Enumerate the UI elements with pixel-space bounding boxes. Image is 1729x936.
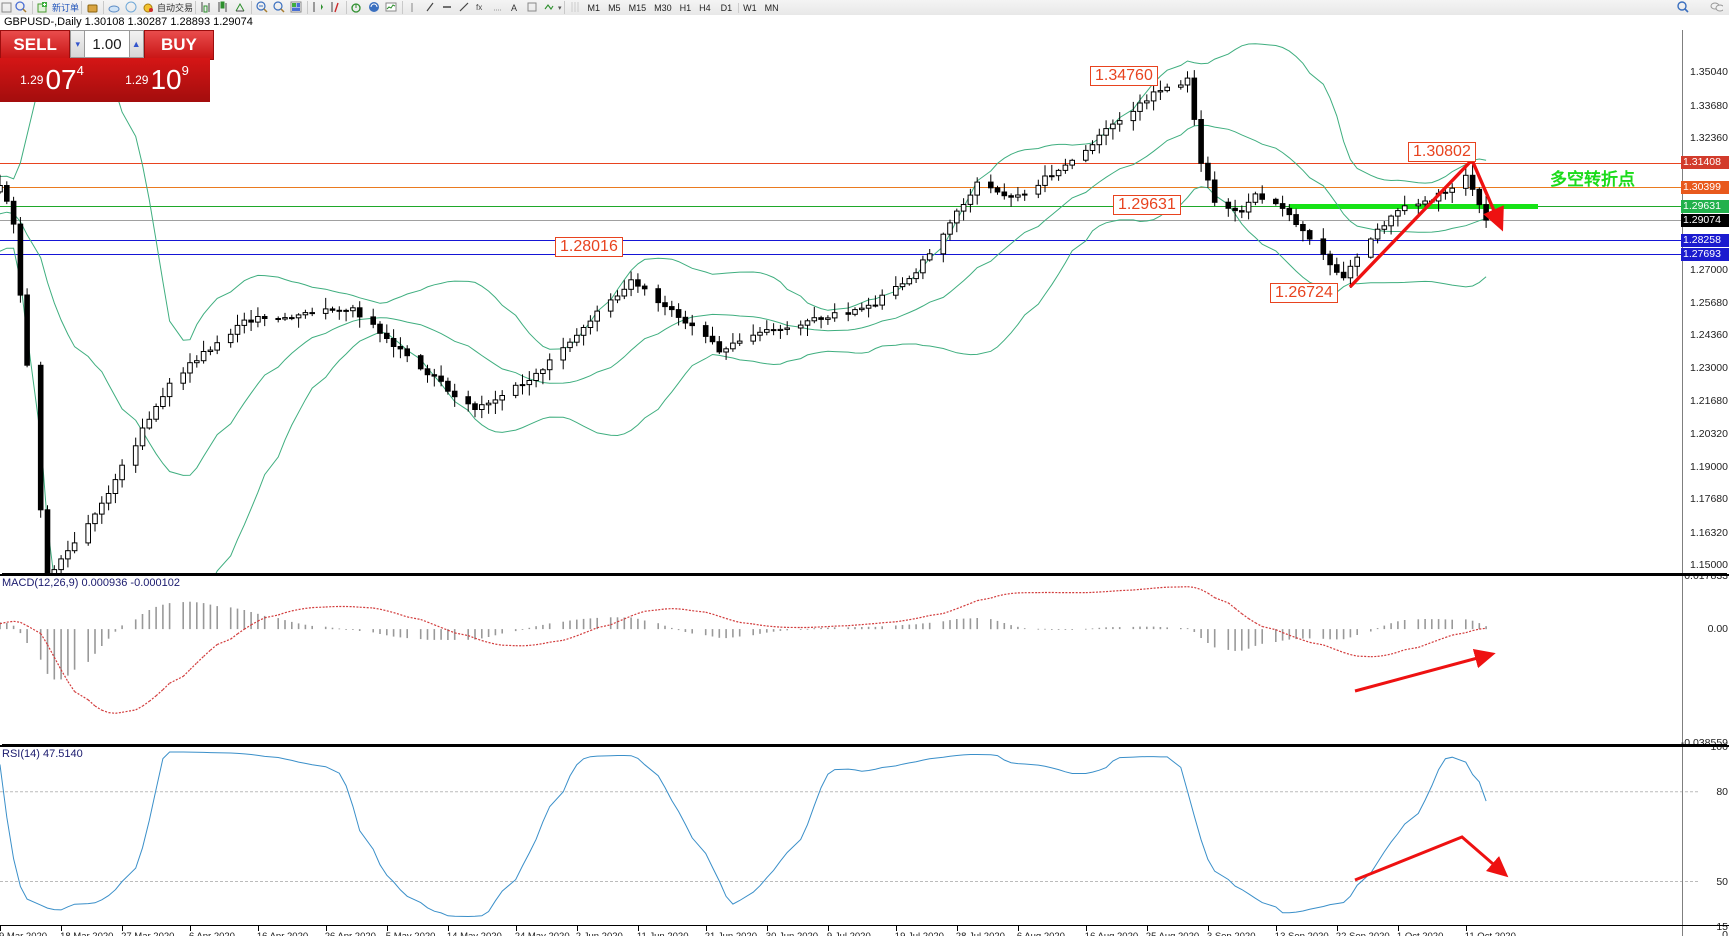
svg-text:fx: fx — [476, 3, 482, 12]
svg-text:A: A — [511, 3, 517, 13]
